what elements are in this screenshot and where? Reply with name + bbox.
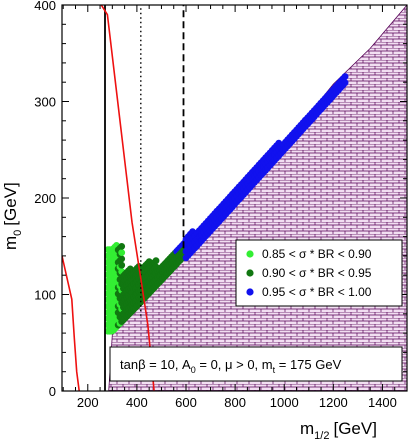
legend-label-light-green: 0.85 < σ * BR < 0.90 [262,247,372,261]
y-axis-label: m0 [GeV] [1,182,24,250]
y-axis-label-main: m [1,236,20,250]
y-tick-label: 400 [34,0,56,13]
legend-label-dark-green: 0.90 < σ * BR < 0.95 [262,266,372,280]
x-tick-label: 1200 [319,395,348,410]
x-axis-label: m1/2 [GeV] [300,419,377,442]
scan-point [118,261,126,269]
scan-point [118,243,126,250]
contour-curves [62,5,185,391]
scan-point [118,249,126,256]
legend-marker-dark-green [246,269,254,277]
plot-area [62,5,407,391]
y-tick-label: 300 [34,95,56,110]
red-contour-curve [62,255,80,391]
annotation-box [109,346,403,382]
scan-point [341,73,349,80]
annotation-text: tanβ = 10, A0 = 0, μ > 0, mt = 175 GeV [120,357,342,375]
axis-ticks: 200 400 600 800 1000 1200 1400 0 100 200 300 400 [34,0,408,410]
excluded-hatched-region [108,5,407,391]
x-tick-label: 1000 [270,395,299,410]
x-tick-label: 400 [126,395,148,410]
annotation: tanβ = 10, A0 = 0, μ > 0, mt = 175 GeV [109,346,403,382]
y-tick-label: 100 [34,288,56,303]
x-tick-label: 1400 [368,395,397,410]
x-tick-label: 200 [77,395,99,410]
legend-marker-blue [246,288,254,296]
legend-marker-light-green [246,250,254,258]
legend-box [235,239,403,307]
x-axis-label-unit: [GeV] [333,419,376,438]
x-tick-label: 800 [224,395,246,410]
scan-point [152,257,160,265]
y-tick-label: 0 [49,384,56,399]
svg-text:m0[GeV]: m0 [GeV] [1,182,24,250]
y-tick-label: 200 [34,191,56,206]
scan-point [341,79,349,87]
svg-text:m1/2[GeV]: m1/2 [GeV] [300,419,377,442]
x-tick-label: 600 [175,395,197,410]
scan-point [118,255,126,263]
y-axis-label-unit: [GeV] [1,182,20,225]
y-axis-label-subscript: 0 [12,230,24,236]
red-contour-curve [100,5,155,391]
x-axis-label-subscript: 1/2 [314,430,329,442]
x-axis-label-main: m [300,419,314,438]
legend: 0.85 < σ * BR < 0.90 0.90 < σ * BR < 0.9… [235,239,403,307]
legend-label-blue: 0.95 < σ * BR < 1.00 [262,285,372,299]
scan-points [104,73,349,335]
